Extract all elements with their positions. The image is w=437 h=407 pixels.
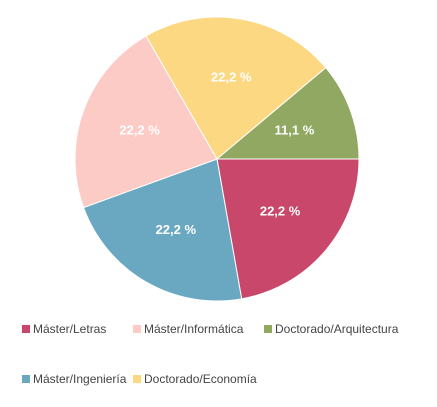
- legend-label: Máster/Ingeniería: [33, 372, 127, 386]
- pie-slice-0[interactable]: [216, 158, 360, 300]
- legend-item-doctorado-economia[interactable]: Doctorado/Economía: [133, 372, 257, 386]
- pie-slice-3[interactable]: [145, 16, 327, 160]
- slice-label-2: 22,2 %: [119, 122, 160, 137]
- legend-swatch: [264, 325, 272, 333]
- legend-label: Máster/Informática: [144, 322, 244, 336]
- slice-label-4: 11,1 %: [275, 122, 315, 137]
- legend-item-master-letras[interactable]: Máster/Letras: [22, 322, 106, 336]
- legend-item-master-ingenieria[interactable]: Máster/Ingeniería: [22, 372, 126, 386]
- pie-slice-1[interactable]: [82, 158, 243, 302]
- legend-item-master-informatica[interactable]: Máster/Informática: [133, 322, 243, 336]
- legend-swatch: [133, 325, 141, 333]
- pie-chart: 22,2 % 22,2 % 22,2 % 22,2 % 11,1 %: [74, 16, 360, 302]
- legend-label: Doctorado/Arquitectura: [275, 322, 399, 336]
- slice-label-1: 22,2 %: [156, 222, 197, 237]
- pie-slice-2[interactable]: [74, 35, 218, 209]
- legend-swatch: [133, 375, 141, 383]
- legend-swatch: [22, 375, 30, 383]
- legend-label: Doctorado/Economía: [144, 372, 257, 386]
- legend-label: Máster/Letras: [33, 322, 107, 336]
- slice-label-3: 22,2 %: [211, 69, 252, 84]
- legend-item-doctorado-arquitectura[interactable]: Doctorado/Arquitectura: [264, 322, 398, 336]
- pie-slice-4[interactable]: [215, 67, 360, 160]
- slice-label-0: 22,2 %: [260, 203, 301, 218]
- legend-swatch: [22, 325, 30, 333]
